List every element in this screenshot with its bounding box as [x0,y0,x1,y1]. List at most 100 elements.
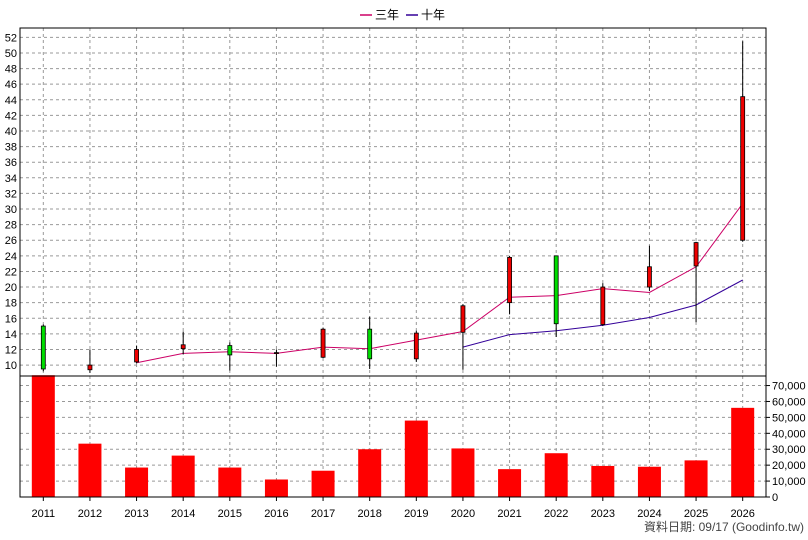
x-tick-label: 2017 [311,508,335,520]
price-tick-label: 12 [5,344,17,356]
candle-body [553,255,559,325]
candle [553,255,559,337]
volume-bar [731,407,755,497]
price-tick-label: 48 [5,64,17,76]
price-tick-label: 14 [5,329,17,341]
candle-body [647,266,652,288]
volume-bar [31,375,55,497]
price-tick-label: 46 [5,79,17,91]
candle [740,41,746,242]
candle [180,331,186,355]
candle-body [367,328,373,360]
x-tick-label: 2011 [31,508,55,520]
volume-bar [311,470,335,497]
x-tick-label: 2026 [730,508,754,520]
candle [87,349,93,373]
candle-body [693,242,699,267]
x-tick-label: 2022 [544,508,568,520]
volume-tick-label: 30,000 [772,444,806,456]
price-tick-label: 38 [5,142,17,154]
x-tick-label: 2014 [171,508,195,520]
volume-bar [544,453,568,497]
volume-bar [171,455,195,497]
candle-body [134,349,139,363]
candle-body [413,332,419,360]
candle [507,255,512,315]
legend-label-three-year: 三年 [375,8,399,22]
legend: 三年 十年 [360,8,445,22]
legend-label-ten-year: 十年 [421,8,445,22]
price-tick-label: 18 [5,298,17,310]
candle [320,327,326,359]
candle [413,330,419,362]
x-tick-label: 2015 [218,508,242,520]
price-tick-label: 26 [5,235,17,247]
price-y-axis: 10 12 14 16 18 20 22 24 26 28 30 32 34 36 38 40 42 44 46 48… [5,32,17,372]
source-footer: 資料日期: 09/17 (Goodinfo.tw) [644,520,804,534]
price-tick-label: 28 [5,220,17,232]
volume-tick-label: 0 [772,492,778,504]
candle [647,245,652,291]
candle-body [460,305,466,333]
volume-panel: 0 10,000 20,000 30,000 40,000 50,000 60,000 70,… [19,375,806,504]
volume-bar [451,448,475,497]
candle-body [180,344,186,350]
volume-bar [498,469,522,497]
volume-panel-frame [19,375,767,498]
volume-bar [125,467,149,497]
candle [600,283,606,327]
candle [367,316,373,369]
x-axis: 2011 2012 2013 2014 2015 2016 2017 2018 2019 2020… [31,497,755,520]
candle-body [600,286,606,325]
ma-line-three-year [136,203,744,364]
x-tick-label: 2025 [684,508,708,520]
candle-body [40,325,46,370]
x-tick-label: 2013 [124,508,148,520]
candle [693,241,699,323]
volume-bar [637,466,661,497]
volume-bar [264,479,288,497]
volume-tick-label: 40,000 [772,428,806,440]
price-tick-label: 10 [5,360,17,372]
candle [274,349,279,367]
price-tick-label: 32 [5,188,17,200]
volume-tick-label: 20,000 [772,460,806,472]
price-tick-label: 22 [5,266,17,278]
x-tick-label: 2012 [78,508,102,520]
candle [40,324,46,372]
volume-bar [358,449,382,497]
price-tick-label: 36 [5,157,17,169]
candle-body [87,364,93,371]
price-tick-label: 30 [5,204,17,216]
price-tick-label: 50 [5,48,17,60]
price-tick-label: 20 [5,282,17,294]
x-tick-label: 2016 [264,508,288,520]
candle [134,345,139,364]
price-tick-label: 42 [5,110,17,122]
price-panel-frame [19,27,767,377]
price-tick-label: 44 [5,95,17,107]
price-tick-label: 52 [5,32,17,44]
candle-body [274,352,279,354]
candle-body [320,328,326,358]
price-grid [20,28,766,376]
x-tick-label: 2018 [357,508,381,520]
price-tick-label: 34 [5,173,17,185]
x-tick-label: 2021 [497,508,521,520]
volume-bar [591,465,615,497]
volume-y-axis: 0 10,000 20,000 30,000 40,000 50,000 60,000 70,… [766,381,806,504]
price-tick-label: 40 [5,126,17,138]
volume-bar [78,443,102,497]
volume-tick-label: 60,000 [772,396,806,408]
x-tick-label: 2023 [591,508,615,520]
volume-bar [404,420,428,497]
volume-bars [31,375,755,497]
x-tick-label: 2024 [637,508,661,520]
candle-body [227,345,233,356]
candle-body [740,96,746,241]
x-tick-label: 2020 [451,508,475,520]
price-panel: 10 12 14 16 18 20 22 24 26 28 30 32 34 36 38 40 42 44 46 48… [5,27,767,377]
volume-bar [218,467,242,497]
price-tick-label: 16 [5,313,17,325]
